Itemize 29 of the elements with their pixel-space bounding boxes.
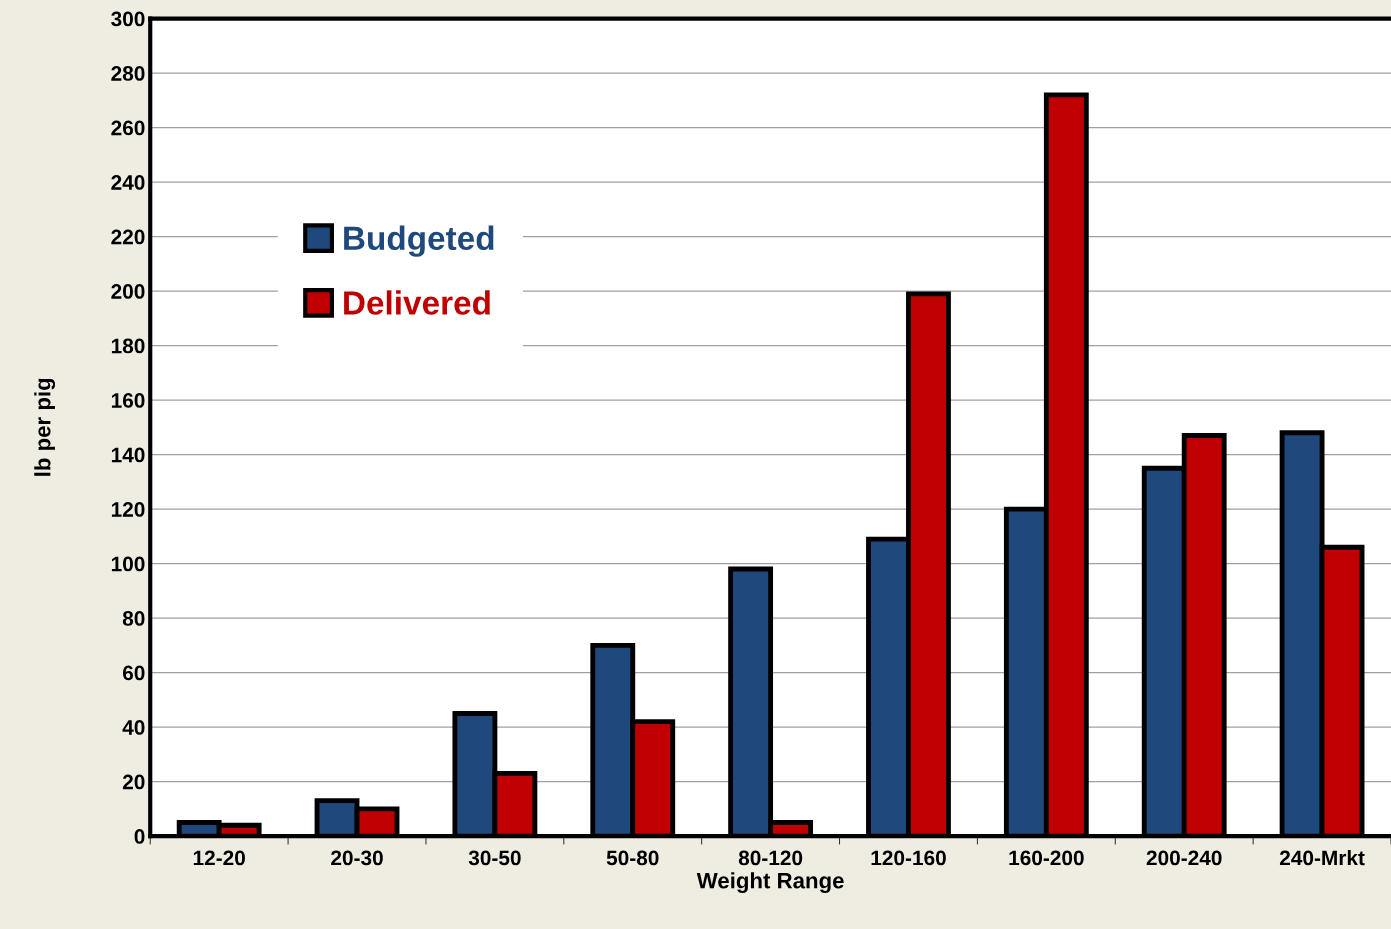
x-tick-label: 240-Mrkt (1279, 849, 1365, 866)
y-tick-label: 220 (111, 229, 145, 245)
x-tick-label: 80-120 (738, 850, 803, 866)
x-tick-label: 50-80 (606, 850, 659, 866)
y-tick-label: 0 (134, 829, 145, 844)
x-tick-label: 120-160 (871, 850, 946, 866)
legend-label: Delivered (344, 290, 490, 315)
y-tick-label: 300 (111, 11, 145, 27)
x-tick-label: 12-20 (193, 850, 245, 866)
y-tick-label: 160 (111, 393, 145, 408)
legend-label: Budgeted (344, 225, 494, 257)
y-tick-label: 140 (111, 447, 145, 463)
y-tick-label: 40 (122, 720, 145, 735)
x-tick-label: 30-50 (468, 850, 521, 866)
y-tick-label: 180 (111, 338, 145, 354)
x-tick-label: 160-200 (1009, 850, 1084, 866)
y-tick-label: 60 (122, 665, 145, 681)
y-tick-label: 200 (111, 284, 145, 299)
x-tick-label: 20-30 (331, 850, 383, 866)
y-tick-label: 100 (111, 556, 145, 572)
y-tick-label: 280 (111, 66, 145, 81)
x-tick-label: 200-240 (1146, 850, 1222, 866)
y-axis-title: lb per pig (34, 378, 56, 476)
y-tick-label: 80 (122, 611, 145, 626)
y-tick-label: 260 (111, 120, 145, 136)
x-axis-title: Weight Range (696, 872, 844, 893)
y-tick-label: 240 (111, 175, 145, 190)
y-tick-label: 120 (111, 502, 145, 517)
y-tick-label: 20 (122, 774, 145, 790)
